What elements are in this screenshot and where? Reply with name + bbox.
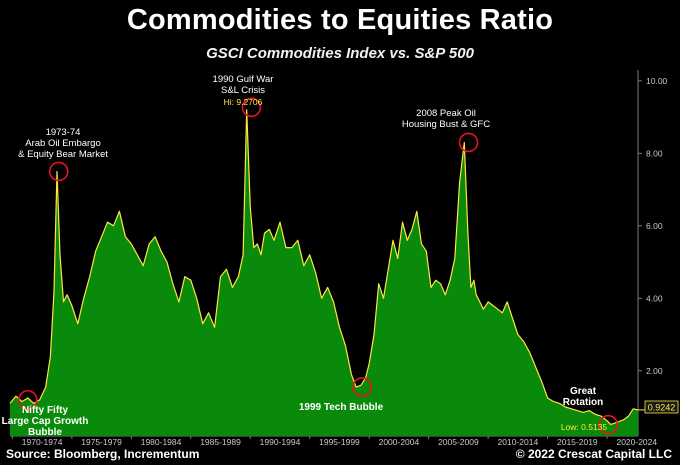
chart-subtitle: GSCI Commodities Index vs. S&P 500: [206, 45, 474, 62]
svg-text:Great: Great: [570, 386, 597, 397]
copyright-note: © 2022 Crescat Capital LLC: [515, 447, 672, 461]
2008-annotation-circle: [458, 132, 479, 153]
x-tick-label: 2005-2009: [438, 437, 479, 447]
svg-text:Housing Bust & GFC: Housing Bust & GFC: [402, 119, 490, 130]
x-tick-label: 2015-2019: [557, 437, 598, 447]
x-tick-label: 2000-2004: [379, 437, 420, 447]
x-tick-label: 2010-2014: [498, 437, 539, 447]
svg-text:& Equity Bear Market: & Equity Bear Market: [18, 149, 108, 160]
svg-text:Nifty Fifty: Nifty Fifty: [22, 405, 69, 416]
nifty-fifty-annotation-circle: [18, 389, 38, 410]
1990-annotation-circle: [241, 97, 262, 118]
y-tick-label: 10.00: [646, 76, 668, 86]
y-tick-label: 2.00: [646, 366, 663, 376]
1973-74-annotation-circle: [48, 161, 69, 182]
tech-bubble-annotation-circle: [352, 377, 372, 397]
x-tick-label: 1970-1974: [22, 437, 63, 447]
last-value-label: 0.9242: [644, 400, 679, 414]
annotation-tech-bubble: 1999 Tech Bubble: [299, 402, 384, 413]
x-tick-label: 1985-1989: [200, 437, 241, 447]
last-value-text: 0.9242: [648, 403, 676, 413]
chart-title: Commodities to Equities Ratio: [126, 4, 554, 36]
y-tick-label: 8.00: [646, 148, 663, 158]
svg-text:1990 Gulf War: 1990 Gulf War: [213, 74, 274, 85]
svg-text:1973-74: 1973-74: [46, 127, 81, 138]
x-tick-label: 1995-1999: [319, 437, 360, 447]
annotation-great-rotation: Great Rotation Low: 0.5135: [561, 386, 608, 432]
ratio-line: [9, 109, 639, 425]
svg-text:Large Cap Growth: Large Cap Growth: [2, 416, 89, 427]
svg-text:Rotation: Rotation: [563, 397, 604, 408]
annotation-1973-74: 1973-74 Arab Oil Embargo & Equity Bear M…: [18, 127, 108, 160]
hi-label: Hi: 9.2706: [224, 97, 263, 107]
source-note: Source: Bloomberg, Incrementum: [6, 447, 200, 461]
x-tick-label: 1975-1979: [81, 437, 122, 447]
svg-text:1999 Tech Bubble: 1999 Tech Bubble: [299, 402, 384, 413]
low-label: Low: 0.5135: [561, 422, 608, 432]
y-tick-label: 6.00: [646, 221, 663, 231]
annotation-2008: 2008 Peak Oil Housing Bust & GFC: [402, 108, 490, 130]
x-tick-label: 1990-1994: [260, 437, 301, 447]
great-rotation-annotation-circle: [598, 414, 619, 435]
svg-text:2008 Peak Oil: 2008 Peak Oil: [416, 108, 476, 119]
y-tick-label: 4.00: [646, 293, 663, 303]
x-tick-label: 1980-1984: [141, 437, 182, 447]
annotation-nifty-fifty: Nifty Fifty Large Cap Growth Bubble: [2, 405, 89, 438]
svg-text:S&L Crisis: S&L Crisis: [221, 85, 265, 96]
x-tick-label: 2020-2024: [616, 437, 657, 447]
ratio-area-fill: [10, 109, 638, 437]
svg-text:Bubble: Bubble: [28, 427, 62, 438]
svg-text:Arab Oil Embargo: Arab Oil Embargo: [25, 138, 101, 149]
annotation-1990: 1990 Gulf War S&L Crisis Hi: 9.2706: [213, 74, 274, 107]
